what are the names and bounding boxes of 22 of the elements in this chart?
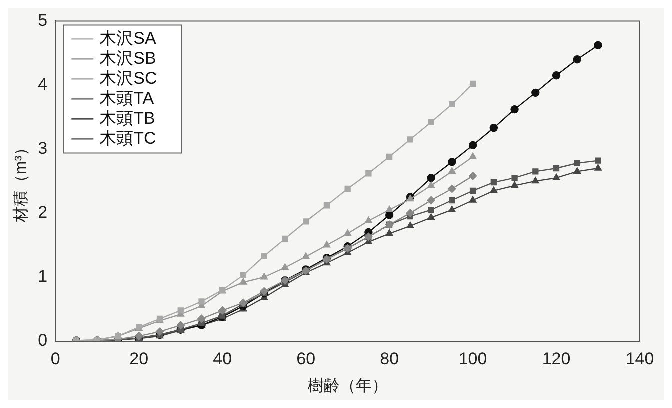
x-tick-label: 0 [50,349,60,368]
x-tick-label: 40 [213,349,232,368]
y-tick-label: 3 [38,138,48,158]
x-tick-label: 140 [626,349,654,368]
y-tick-label: 0 [38,331,48,350]
y-tick-label: 5 [38,10,48,30]
y-axis-title: 材積（m³） [12,140,30,224]
legend-label: 木頭TB [100,108,156,128]
x-axis-title: 樹齢（年） [308,376,388,395]
x-tick-label: 20 [130,349,149,368]
legend-label: 木頭TC [100,128,156,148]
x-tick-label: 100 [458,349,488,368]
y-tick-label: 1 [38,267,48,286]
legend-label: 木沢SA [100,28,157,48]
x-tick-label: 120 [542,349,571,368]
y-tick-label: 4 [38,74,48,94]
legend-label: 木沢SB [100,48,156,68]
legend-label: 木沢SC [100,68,158,88]
x-tick-label: 60 [296,349,316,368]
x-tick-label: 80 [380,349,400,368]
y-tick-label: 2 [38,203,48,222]
legend-label: 木頭TA [100,88,155,108]
